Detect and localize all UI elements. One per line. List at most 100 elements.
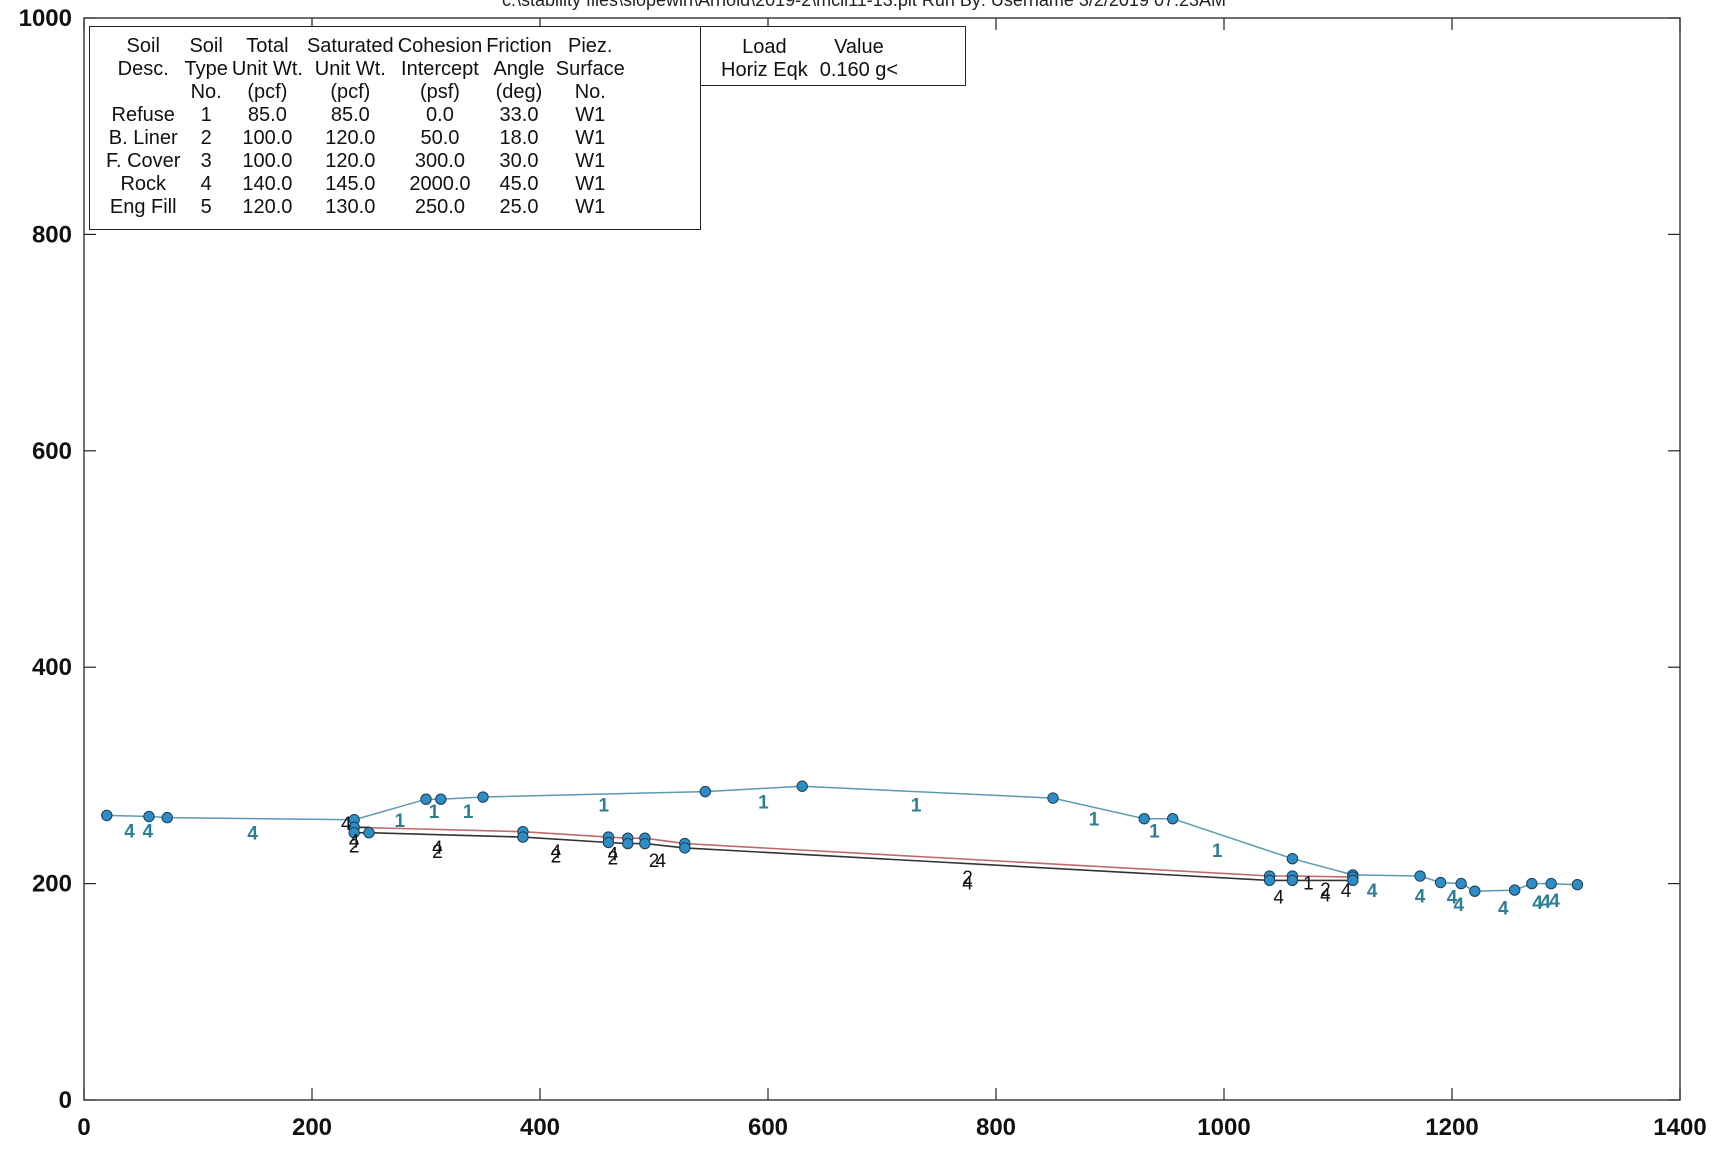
y-tick-label: 200: [32, 871, 72, 898]
material-label: 1: [429, 802, 440, 823]
y-tick-label: 1000: [19, 5, 72, 32]
ground-surface-point: [143, 810, 155, 823]
load-table-row: Horiz Eqk 0.160 g<: [721, 59, 910, 82]
soil-table-cell: 50.0: [420, 127, 460, 149]
soil-table-cell: W1: [575, 104, 606, 126]
soil-table-cell: 300.0: [414, 150, 465, 172]
soil-table-header-line: Saturated: [306, 35, 394, 57]
liner-bottom-point: [1263, 874, 1276, 887]
material-label: 2: [432, 842, 443, 863]
material-label: 1: [463, 802, 474, 823]
y-tick-label: 0: [59, 1087, 72, 1114]
soil-table-row: F. Cover 3 100.0 120.0 300.0 30.0 W1: [104, 150, 627, 173]
soil-table-row: B. Liner 2 100.0 120.0 50.0 18.0 W1: [104, 127, 627, 150]
soil-table-cell: 140.0: [242, 173, 293, 195]
soil-table-cell: W1: [575, 173, 606, 195]
soil-table-cell: 18.0: [499, 127, 539, 149]
liner-bottom-point: [1347, 874, 1359, 887]
liner-bottom-point: [363, 827, 375, 839]
soil-table-cell: 33.0: [499, 104, 539, 126]
load-table-cell: 0.160 g<: [819, 59, 899, 81]
soil-table-cell: Rock: [120, 173, 167, 195]
soil-table-cell: 120.0: [325, 150, 376, 172]
soil-table-cell: 250.0: [414, 196, 465, 218]
soil-table-cell: 120.0: [325, 127, 376, 149]
x-tick-label: 600: [748, 1114, 788, 1141]
material-label: 4: [247, 824, 258, 845]
soil-table-header: Saturated Unit Wt. (pcf): [305, 35, 396, 104]
material-label: 4: [349, 831, 360, 852]
material-label: 4: [432, 838, 443, 859]
load-table-header-row: Load Value: [721, 36, 910, 59]
ground-surface-point: [1047, 792, 1059, 804]
ground-surface-point: [1167, 812, 1179, 825]
material-label: 4: [551, 842, 562, 863]
material-label: 4: [962, 874, 973, 895]
material-label: 4: [1415, 887, 1426, 908]
soil-table-cell: 100.0: [242, 127, 293, 149]
ground-surface-point: [1526, 877, 1538, 890]
material-label: 4: [1498, 898, 1509, 919]
soil-table-cell: 1: [200, 104, 212, 126]
soil-table-header-line: (psf): [419, 81, 460, 103]
x-tick-label: 1200: [1425, 1114, 1478, 1141]
material-label: 4: [1532, 893, 1543, 914]
material-label: 2: [349, 837, 360, 858]
ground-surface-point: [420, 793, 432, 805]
material-label: 4: [1341, 881, 1352, 902]
soil-properties-table: Soil Desc. Soil Type No. Total Unit Wt. (pcf) Sa…: [104, 35, 627, 219]
soil-table-cell: 0.0: [426, 104, 454, 126]
soil-table-header-line: Unit Wt.: [231, 58, 303, 80]
ground-surface-point: [1138, 812, 1150, 825]
soil-table-header: Cohesion Intercept (psf): [396, 35, 485, 104]
soil-table-cell: 25.0: [499, 196, 539, 218]
load-legend: Load Value Horiz Eqk 0.160 g<: [700, 26, 966, 86]
load-table-cell: Horiz Eqk: [721, 59, 808, 81]
soil-table-header: Piez. Surface No.: [554, 35, 627, 104]
soil-table-cell: 5: [200, 196, 212, 218]
soil-table-cell: 3: [200, 150, 212, 172]
material-label: 4: [608, 844, 619, 865]
material-label: 4: [1540, 892, 1551, 913]
soil-table-cell: W1: [575, 127, 606, 149]
soil-table-cell: 30.0: [499, 150, 539, 172]
liner-bottom-point: [348, 827, 360, 839]
y-tick-label: 600: [32, 438, 72, 465]
material-label: 4: [1320, 885, 1331, 906]
material-label: 1: [1303, 874, 1314, 895]
ground-surface-line: [106, 785, 1578, 892]
material-label: 1: [758, 792, 769, 813]
material-label: 4: [1447, 888, 1458, 909]
material-label: 2: [649, 851, 660, 872]
ground-surface-point: [101, 809, 113, 822]
material-label: 4: [143, 822, 154, 843]
soil-table-cell: Eng Fill: [109, 196, 177, 218]
soil-table-cell: F. Cover: [106, 150, 181, 172]
material-label: 2: [551, 846, 562, 867]
soil-table-cell: Refuse: [111, 104, 175, 126]
material-label: 1: [1089, 810, 1100, 831]
soil-table-header-line: Soil: [189, 35, 223, 57]
liner-bottom-point: [622, 837, 634, 850]
ground-surface-point: [1414, 870, 1426, 882]
material-label: 1: [1149, 822, 1160, 843]
material-label: 1: [394, 811, 405, 832]
x-tick-label: 800: [976, 1114, 1016, 1141]
material-label: 4: [124, 822, 135, 843]
ground-surface-point: [1286, 853, 1299, 865]
ground-surface-point: [699, 785, 711, 798]
ground-surface-point: [1469, 885, 1481, 897]
soil-table-header-line: Desc.: [117, 58, 169, 80]
soil-table-header-line: (deg): [495, 81, 543, 103]
load-table-header: Load: [742, 36, 787, 58]
material-label: 4: [1549, 891, 1560, 912]
soil-table-header: Friction Angle (deg): [484, 35, 554, 104]
material-label: 1: [599, 796, 610, 817]
soil-table-cell: 120.0: [242, 196, 293, 218]
liner-bottom-point: [517, 831, 529, 843]
soil-table-cell: 2000.0: [409, 173, 471, 195]
load-table: Load Value Horiz Eqk 0.160 g<: [721, 36, 910, 82]
material-label: 4: [1367, 881, 1378, 902]
material-label: 4: [1454, 895, 1465, 916]
